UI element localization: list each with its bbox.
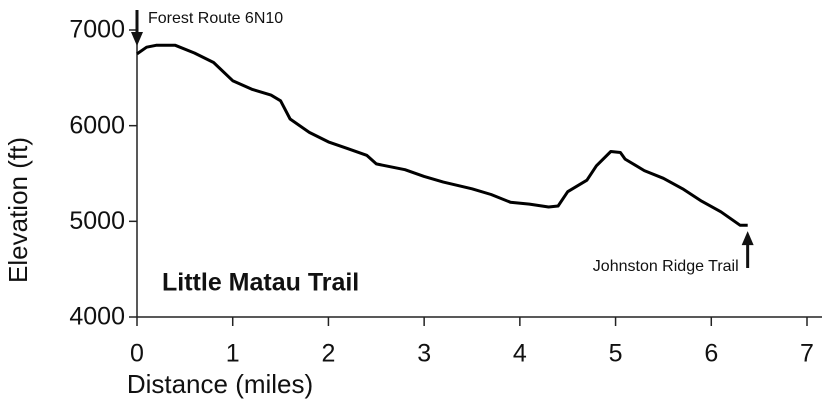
x-tick-label: 1 xyxy=(226,340,240,368)
x-tick-label: 2 xyxy=(321,340,335,368)
x-tick-label: 5 xyxy=(609,340,623,368)
y-axis-label: Elevation (ft) xyxy=(3,137,33,283)
arrow-head xyxy=(131,32,143,46)
y-tick-label: 4000 xyxy=(69,303,125,331)
x-tick-label: 0 xyxy=(130,340,144,368)
y-tick-label: 7000 xyxy=(69,16,125,44)
annotation: Johnston Ridge Trail xyxy=(593,258,739,275)
y-tick-label: 5000 xyxy=(69,207,125,235)
x-tick-label: 4 xyxy=(513,340,527,368)
elevation-line xyxy=(136,43,748,227)
annotation: Forest Route 6N10 xyxy=(148,10,283,27)
x-tick-label: 7 xyxy=(800,340,814,368)
x-tick-label: 3 xyxy=(417,340,431,368)
arrow-head xyxy=(741,231,754,246)
x-tick-label: 6 xyxy=(704,340,718,368)
x-axis-label: Distance (miles) xyxy=(127,369,313,399)
chart-title: Little Matau Trail xyxy=(162,269,359,297)
y-tick-label: 6000 xyxy=(69,111,125,139)
